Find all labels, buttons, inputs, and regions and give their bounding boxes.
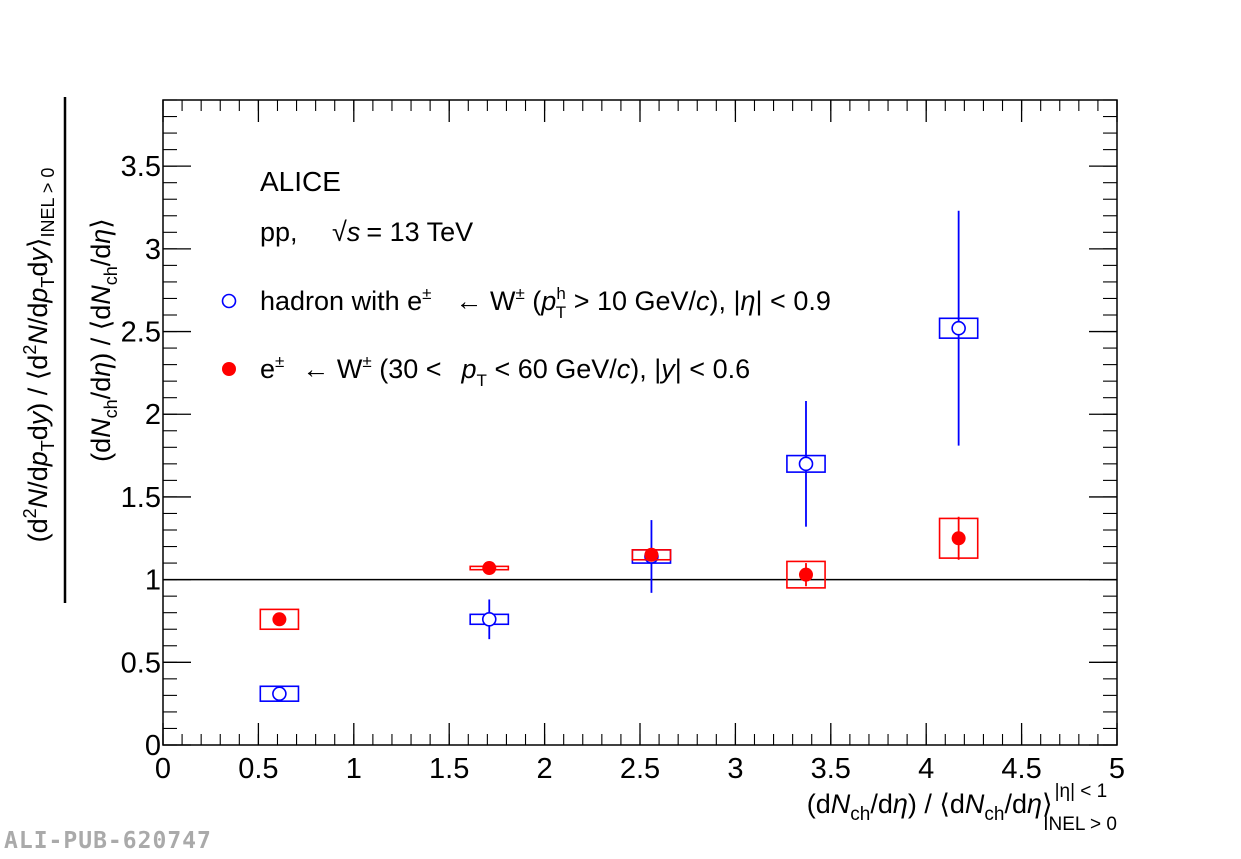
series-hadron xyxy=(259,210,979,702)
energy-label: √s = 13 TeV xyxy=(332,217,473,247)
data-point xyxy=(798,567,813,582)
y-axis-title: (d2N/dpTdy) / ⟨d2N/dpTdy⟩INEL > 0 (dNch/… xyxy=(20,97,121,603)
legend-entry-electron: e± ← W± (30 < pT < 60 GeV/c), |y| < 0.6 xyxy=(260,352,750,390)
x-tick-label: 2.5 xyxy=(620,753,660,785)
data-point xyxy=(644,547,659,562)
x-tick-label: 2 xyxy=(537,753,553,785)
x-tick-label: 1 xyxy=(346,753,362,785)
syst-box xyxy=(259,608,300,631)
x-tick-label: 3 xyxy=(727,753,743,785)
sqrt-symbol: √ xyxy=(332,217,347,247)
data-point xyxy=(951,531,966,546)
y-axis-title-denominator: (dNch/dη) / ⟨dNch/dη⟩ xyxy=(86,218,121,462)
energy-variable: s xyxy=(347,217,361,247)
data-point xyxy=(482,561,497,576)
y-tick-label: 2 xyxy=(145,399,161,431)
x-tick-label: 0.5 xyxy=(238,753,278,785)
y-tick-label: 3.5 xyxy=(121,151,161,183)
x-tick-label: 1.5 xyxy=(429,753,469,785)
series-electron xyxy=(259,516,979,631)
axis-ticks xyxy=(162,99,1118,746)
data-point xyxy=(798,456,814,472)
x-tick-label: 4 xyxy=(918,753,934,785)
y-axis-title-numerator: (d2N/dpTdy) / ⟨d2N/dpTdy⟩INEL > 0 xyxy=(20,168,58,543)
data-point xyxy=(272,686,287,702)
collision-prefix: pp, xyxy=(260,217,298,247)
x-tick-label: 0 xyxy=(155,753,171,785)
y-tick-label: 2.5 xyxy=(121,317,161,349)
y-tick-label: 0 xyxy=(145,730,161,762)
y-tick-label: 0.5 xyxy=(121,647,161,679)
y-tick-label: 3 xyxy=(145,234,161,266)
legend-marker-electron xyxy=(222,362,236,376)
data-point xyxy=(272,612,287,627)
tick-labels: 0 0.5 1 1.5 2 2.5 3 3.5 4 4.5 5 0 0.5 1 1.5 2 2.5 3 3.5 xyxy=(121,151,1125,785)
experiment-label: ALICE xyxy=(260,166,341,197)
legend-marker-hadron xyxy=(221,293,237,309)
data-layer xyxy=(259,210,979,702)
legend: hadron with e± ← W± (ph T > 10 GeV/c), |η|… xyxy=(221,284,831,390)
syst-box xyxy=(786,560,826,589)
x-tick-label: 3.5 xyxy=(811,753,851,785)
energy-value: = 13 TeV xyxy=(366,217,473,247)
data-point xyxy=(951,320,966,336)
y-tick-label: 1 xyxy=(145,565,161,597)
x-axis-title: (dNch/dη) / ⟨dNch/dη⟩ |η| < 1 INEL > 0 xyxy=(807,781,1117,835)
x-tick-label: 4.5 xyxy=(1001,753,1041,785)
x-tick-label: 5 xyxy=(1109,753,1125,785)
data-point xyxy=(481,612,497,627)
syst-box xyxy=(259,685,300,702)
watermark: ALI-PUB-620747 xyxy=(4,828,212,854)
y-tick-label: 1.5 xyxy=(121,482,161,514)
legend-entry-hadron: hadron with e± ← W± (ph T > 10 GeV/c), |η|… xyxy=(260,284,831,322)
collision-label: pp, xyxy=(260,217,298,247)
